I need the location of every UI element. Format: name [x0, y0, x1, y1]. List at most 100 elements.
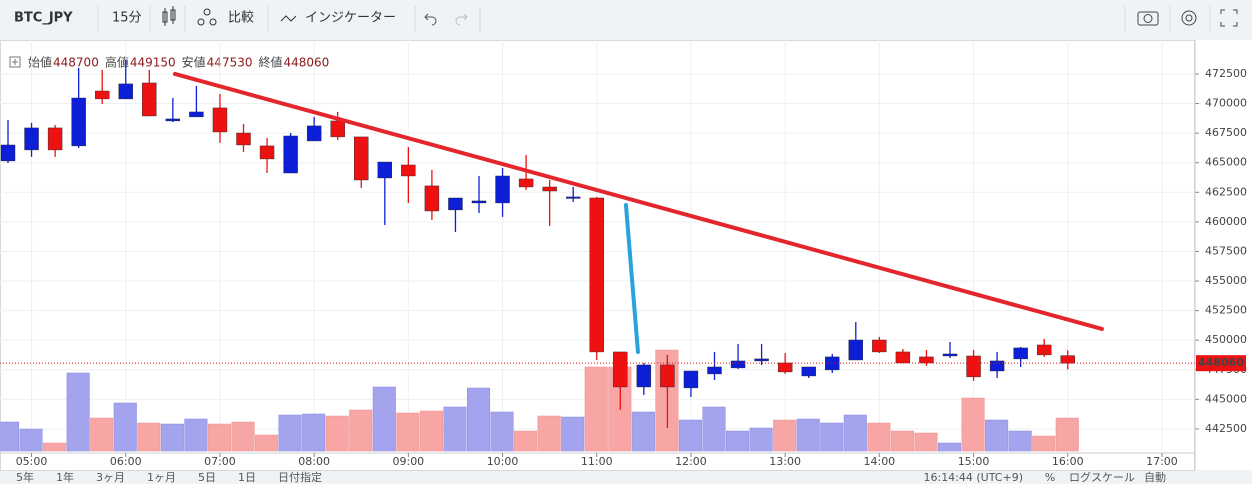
volume-bar: [726, 430, 750, 452]
candle-body: [848, 339, 863, 361]
volume-bar: [937, 442, 962, 452]
candle-body: [448, 197, 463, 211]
ohlc-value: 448700: [53, 56, 99, 70]
candle-body: [94, 90, 110, 100]
candle-body: [613, 351, 628, 388]
candle-body: [495, 175, 510, 204]
x-tick-label: 07:00: [204, 455, 236, 468]
volume-bar: [160, 423, 184, 452]
volume-bar: [631, 411, 655, 452]
symbol[interactable]: BTC_JPY: [14, 11, 73, 26]
candle-body: [306, 125, 322, 142]
volume-bar: [843, 414, 867, 452]
toolbar: [0, 0, 1252, 40]
y-tick-label: 470000: [1205, 97, 1247, 110]
ohlc-value: 448060: [284, 56, 330, 70]
volume-bar: [961, 397, 985, 452]
candle-body: [354, 136, 369, 181]
candle-body: [707, 366, 722, 375]
interval[interactable]: 15分: [112, 11, 142, 26]
candle-body: [142, 82, 157, 117]
redo[interactable]: [455, 13, 468, 26]
x-tick-label: 11:00: [581, 455, 613, 468]
candle-body: [283, 135, 298, 174]
candle-body: [566, 196, 581, 199]
y-tick-label: 450000: [1205, 333, 1247, 346]
candle-body: [1013, 347, 1028, 360]
y-tick-label: 452500: [1205, 304, 1247, 317]
volume-bar: [490, 411, 514, 452]
candle-body: [330, 120, 345, 138]
compare[interactable]: 比較: [228, 11, 254, 26]
volume-bar: [820, 422, 844, 452]
volume-bar: [207, 423, 231, 452]
volume-bar: [349, 409, 373, 452]
x-tick-label: 13:00: [769, 455, 801, 468]
scale-button[interactable]: 自動: [1144, 470, 1166, 484]
candle-body: [259, 145, 275, 160]
candle-body: [71, 97, 86, 147]
settings[interactable]: [1181, 10, 1197, 26]
volume-bar: [255, 434, 279, 452]
candle-icon[interactable]: [162, 6, 176, 26]
range-button[interactable]: 1ヶ月: [147, 471, 176, 484]
volume-bar: [1032, 435, 1056, 452]
compare-icon[interactable]: [197, 8, 217, 26]
volume-bar: [325, 415, 349, 452]
volume-bar: [443, 406, 467, 452]
volume-bar: [584, 366, 608, 452]
last-price-label: 448060: [1198, 356, 1244, 369]
range-button[interactable]: 5年: [16, 470, 34, 484]
y-tick-label: 467500: [1205, 126, 1247, 139]
ohlc-label: 安値: [182, 55, 206, 70]
y-tick-label: 455000: [1205, 274, 1247, 287]
collapse-icon[interactable]: [9, 56, 21, 68]
scale-button[interactable]: %: [1045, 471, 1055, 484]
snapshot[interactable]: [1137, 11, 1159, 26]
ohlc-label: 始値: [28, 55, 52, 70]
volume-bar: [561, 416, 585, 452]
clock: 16:14:44 (UTC+9): [923, 471, 1023, 484]
candle-body: [542, 186, 557, 192]
range-button[interactable]: 1年: [56, 470, 74, 484]
ohlc-label: 高値: [105, 55, 129, 70]
candle-body: [989, 360, 1005, 372]
x-tick-label: 17:00: [1146, 455, 1178, 468]
candle-body: [730, 360, 746, 369]
candle-body: [636, 364, 652, 388]
x-tick-label: 08:00: [298, 455, 330, 468]
volume-bar: [678, 419, 702, 452]
candle-body: [518, 178, 534, 188]
fullscreen[interactable]: [1220, 9, 1238, 27]
toolbar-items: BTC_JPY 15分 比較 インジケーター: [14, 6, 1238, 32]
candle-body: [377, 161, 392, 179]
ohlc-label: 終値: [258, 55, 282, 70]
volume-bar: [231, 421, 255, 452]
volume-bar: [702, 406, 726, 452]
volume-bar: [90, 417, 114, 452]
candle-body: [165, 118, 181, 122]
x-tick-label: 06:00: [110, 455, 142, 468]
range-button[interactable]: 1日: [238, 471, 256, 484]
candle-body: [777, 362, 793, 373]
ohlc-legend: 始値 448700 高値 449150 安値 447530 終値 448060: [9, 55, 330, 70]
scale-button[interactable]: ログスケール: [1069, 470, 1135, 484]
trendline: [623, 202, 640, 354]
y-tick-label: 465000: [1205, 156, 1247, 169]
range-button[interactable]: 3ヶ月: [96, 471, 125, 484]
range-button[interactable]: 5日: [198, 471, 216, 484]
collapse-icon: [12, 59, 18, 65]
candle-body: [942, 353, 958, 357]
range-button[interactable]: 日付指定: [278, 470, 322, 484]
volume-bar: [113, 402, 137, 452]
volume-bar: [0, 421, 20, 452]
volume-bar: [19, 428, 43, 452]
candle-body: [1036, 344, 1052, 356]
candle-body: [24, 127, 39, 151]
candle-body: [236, 132, 251, 146]
undo[interactable]: [424, 13, 437, 26]
indicators[interactable]: インジケーター: [305, 11, 396, 26]
indicator-icon[interactable]: [280, 15, 297, 22]
candle-body: [118, 83, 133, 100]
